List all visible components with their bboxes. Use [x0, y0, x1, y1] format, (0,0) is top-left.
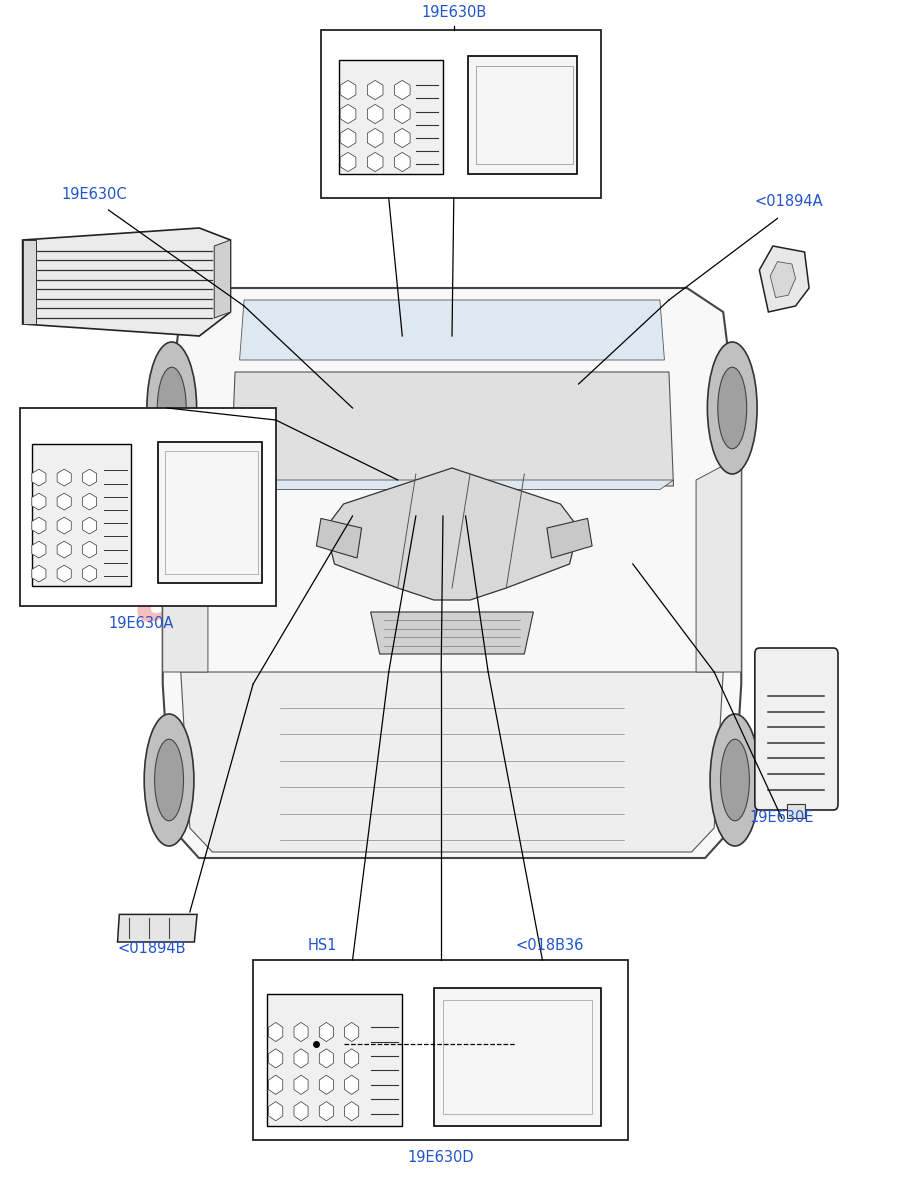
- Text: pe: pe: [289, 468, 443, 576]
- Polygon shape: [23, 228, 230, 336]
- Polygon shape: [468, 56, 576, 174]
- Polygon shape: [57, 469, 71, 486]
- Polygon shape: [266, 994, 402, 1126]
- Polygon shape: [32, 517, 46, 534]
- Polygon shape: [293, 1049, 308, 1068]
- Polygon shape: [82, 469, 97, 486]
- Polygon shape: [57, 565, 71, 582]
- Text: dea: dea: [497, 468, 726, 576]
- Polygon shape: [293, 1075, 308, 1094]
- Text: to: to: [325, 564, 413, 636]
- Polygon shape: [214, 240, 230, 318]
- Text: sco: sco: [72, 468, 281, 576]
- Polygon shape: [82, 517, 97, 534]
- Polygon shape: [769, 262, 795, 298]
- Polygon shape: [293, 1102, 308, 1121]
- Polygon shape: [239, 300, 664, 360]
- Polygon shape: [340, 152, 356, 172]
- Polygon shape: [759, 246, 808, 312]
- Polygon shape: [319, 1075, 333, 1094]
- Polygon shape: [319, 1022, 333, 1042]
- Polygon shape: [230, 480, 673, 490]
- Polygon shape: [181, 672, 722, 852]
- Polygon shape: [394, 80, 410, 100]
- Polygon shape: [344, 1075, 358, 1094]
- Polygon shape: [57, 517, 71, 534]
- Text: 19E630D: 19E630D: [407, 1150, 474, 1164]
- Polygon shape: [82, 493, 97, 510]
- Polygon shape: [340, 104, 356, 124]
- Ellipse shape: [717, 367, 746, 449]
- Polygon shape: [268, 1102, 283, 1121]
- FancyBboxPatch shape: [321, 30, 600, 198]
- Polygon shape: [82, 541, 97, 558]
- Polygon shape: [158, 442, 262, 583]
- Text: 19E630B: 19E630B: [421, 6, 486, 20]
- Polygon shape: [344, 1102, 358, 1121]
- Polygon shape: [319, 1049, 333, 1068]
- Polygon shape: [316, 518, 361, 558]
- Polygon shape: [370, 612, 533, 654]
- Polygon shape: [394, 104, 410, 124]
- Polygon shape: [340, 80, 356, 100]
- Polygon shape: [268, 1075, 283, 1094]
- Ellipse shape: [710, 714, 759, 846]
- Polygon shape: [293, 1022, 308, 1042]
- Text: <018B36: <018B36: [515, 938, 583, 953]
- FancyBboxPatch shape: [754, 648, 837, 810]
- Text: HS1: HS1: [307, 938, 337, 953]
- Ellipse shape: [147, 342, 197, 474]
- Polygon shape: [367, 152, 383, 172]
- Ellipse shape: [144, 714, 193, 846]
- Polygon shape: [82, 565, 97, 582]
- Polygon shape: [57, 541, 71, 558]
- Text: u: u: [235, 564, 288, 636]
- Polygon shape: [394, 152, 410, 172]
- Polygon shape: [339, 60, 442, 174]
- Text: parts: parts: [452, 564, 673, 636]
- Ellipse shape: [157, 367, 186, 449]
- Polygon shape: [367, 128, 383, 148]
- Polygon shape: [367, 80, 383, 100]
- Polygon shape: [340, 128, 356, 148]
- Text: 19E630A: 19E630A: [108, 616, 173, 631]
- Text: <01894A: <01894A: [754, 193, 823, 209]
- Text: 19E630E: 19E630E: [749, 810, 814, 826]
- FancyBboxPatch shape: [253, 960, 628, 1140]
- Polygon shape: [695, 456, 740, 672]
- Ellipse shape: [154, 739, 183, 821]
- Text: <01894B: <01894B: [117, 941, 186, 955]
- Polygon shape: [433, 988, 600, 1126]
- Polygon shape: [394, 128, 410, 148]
- Polygon shape: [367, 104, 383, 124]
- Polygon shape: [268, 1049, 283, 1068]
- FancyBboxPatch shape: [20, 408, 275, 606]
- Polygon shape: [57, 493, 71, 510]
- Polygon shape: [546, 518, 591, 558]
- Polygon shape: [163, 288, 740, 858]
- Text: 19E630C: 19E630C: [61, 186, 127, 202]
- Polygon shape: [163, 456, 208, 672]
- Polygon shape: [319, 1102, 333, 1121]
- Ellipse shape: [707, 342, 757, 474]
- Ellipse shape: [720, 739, 749, 821]
- Polygon shape: [32, 469, 46, 486]
- Polygon shape: [32, 493, 46, 510]
- Polygon shape: [32, 565, 46, 582]
- Polygon shape: [787, 804, 805, 818]
- Polygon shape: [344, 1049, 358, 1068]
- Polygon shape: [230, 372, 673, 486]
- Polygon shape: [268, 1022, 283, 1042]
- Polygon shape: [325, 468, 578, 600]
- Polygon shape: [23, 240, 36, 324]
- Text: a: a: [135, 564, 186, 636]
- Polygon shape: [32, 541, 46, 558]
- Polygon shape: [32, 444, 131, 586]
- Polygon shape: [117, 914, 197, 942]
- Polygon shape: [344, 1022, 358, 1042]
